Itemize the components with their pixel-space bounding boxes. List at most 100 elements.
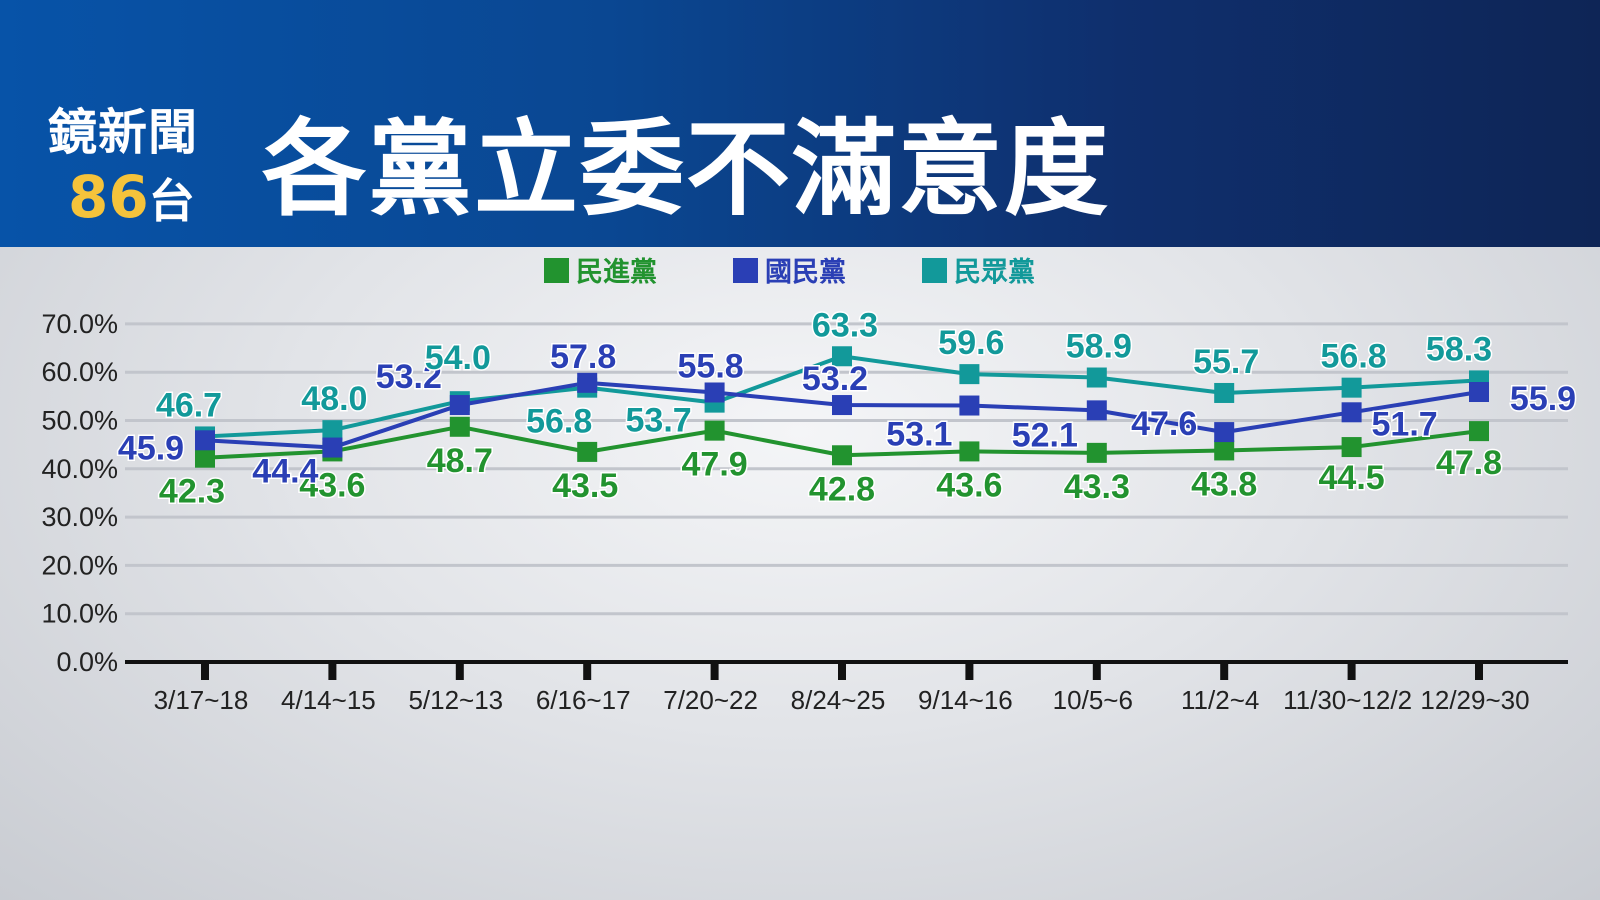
data-point-marker — [832, 395, 852, 416]
y-tick-label: 40.0% — [41, 454, 118, 484]
y-tick-label: 70.0% — [41, 309, 118, 339]
x-tick — [1092, 662, 1101, 680]
channel-logo-number: 86台 — [68, 168, 195, 226]
x-tick-label: 5/12~13 — [408, 685, 503, 715]
legend-swatch — [733, 258, 758, 283]
data-label: 43.8 — [1191, 465, 1257, 503]
series-markers — [195, 346, 1489, 468]
data-point-marker — [1341, 437, 1362, 458]
x-tick — [583, 662, 592, 680]
data-label: 44.4 — [252, 453, 318, 491]
data-point-marker — [1086, 442, 1107, 463]
data-point-marker — [195, 447, 215, 468]
y-tick-label: 20.0% — [41, 550, 118, 580]
data-point-marker — [1086, 367, 1107, 388]
data-label: 57.8 — [550, 338, 616, 376]
data-point-marker — [195, 430, 215, 451]
data-label: 51.7 — [1372, 405, 1438, 443]
data-point-marker — [577, 372, 598, 393]
data-label: 42.8 — [809, 470, 875, 508]
data-point-marker — [832, 346, 852, 367]
channel-suffix: 台 — [148, 174, 195, 228]
x-tick-label: 9/14~16 — [918, 685, 1013, 715]
x-tick — [710, 662, 719, 680]
data-label: 56.8 — [1321, 338, 1387, 376]
x-tick — [201, 662, 209, 680]
x-tick-label: 4/14~15 — [281, 685, 376, 715]
data-label: 43.6 — [936, 466, 1002, 504]
data-label: 63.3 — [812, 306, 878, 344]
data-point-marker — [704, 382, 725, 403]
channel-number: 86 — [68, 163, 149, 231]
header-banner: 鏡新聞 86台 各黨立委不滿意度 — [0, 0, 1600, 247]
data-label: 58.3 — [1426, 330, 1492, 368]
legend-label: 民眾黨 — [954, 257, 1035, 288]
data-point-marker — [449, 395, 470, 416]
data-point-marker — [959, 364, 980, 385]
data-label: 47.6 — [1131, 405, 1197, 443]
data-label: 55.7 — [1193, 343, 1259, 381]
channel-logo-name: 鏡新聞 — [48, 104, 199, 161]
legend-label: 國民黨 — [765, 257, 846, 288]
data-point-marker — [959, 441, 980, 462]
grid-lines — [125, 322, 1568, 616]
data-label: 53.2 — [802, 360, 868, 398]
data-point-marker — [959, 395, 980, 416]
x-tick-label: 7/20~22 — [663, 685, 758, 715]
data-label: 59.6 — [938, 324, 1004, 362]
x-tick-label: 8/24~25 — [791, 685, 886, 715]
data-label: 43.3 — [1064, 468, 1130, 506]
data-labels: 42.3 43.6 48.7 43.5 47.9 42.8 43.6 43.3 43.8 44.5… — [116, 305, 1577, 512]
data-label: 46.7 — [156, 386, 222, 424]
x-tick — [1347, 662, 1356, 680]
data-point-marker — [322, 437, 343, 458]
data-point-marker — [1214, 422, 1235, 443]
x-tick-label: 11/30~12/2 — [1283, 685, 1412, 715]
data-label: 53.1 — [886, 416, 952, 454]
axes: 70.0% 60.0% 50.0% 40.0% 30.0% 20.0% 10.0% 0.0% 3… — [41, 309, 1568, 715]
x-tick-label: 11/2~4 — [1181, 685, 1259, 715]
data-point-marker — [449, 416, 470, 437]
data-label: 45.9 — [118, 429, 184, 467]
data-label: 42.3 — [159, 473, 225, 511]
y-tick-label: 30.0% — [41, 502, 118, 532]
data-label: 54.0 — [425, 339, 491, 377]
data-label: 44.5 — [1319, 459, 1385, 497]
x-tick — [328, 662, 337, 680]
data-point-marker — [1086, 400, 1107, 421]
data-point-marker — [577, 441, 598, 462]
data-label: 58.9 — [1066, 328, 1132, 366]
data-label: 53.7 — [626, 402, 692, 440]
data-label: 43.6 — [299, 466, 365, 504]
data-point-marker — [1469, 382, 1489, 403]
page-title: 各黨立委不滿意度 — [262, 107, 1111, 230]
data-label: 55.9 — [1510, 380, 1576, 418]
data-point-marker — [832, 445, 852, 466]
x-tick — [1475, 662, 1483, 680]
data-point-marker — [322, 420, 343, 441]
x-tick-label: 10/5~6 — [1053, 685, 1133, 715]
data-label: 48.7 — [427, 442, 493, 480]
x-tick-label: 12/29~30 — [1420, 685, 1529, 715]
x-tick — [1220, 662, 1229, 680]
legend-swatch — [544, 258, 569, 283]
x-tick-label: 3/17~18 — [154, 685, 249, 715]
y-tick-label: 0.0% — [56, 647, 118, 677]
data-label: 47.9 — [682, 446, 748, 484]
data-point-marker — [1214, 382, 1235, 403]
data-label: 47.8 — [1436, 444, 1502, 482]
data-label: 55.8 — [678, 347, 744, 385]
data-point-marker — [704, 420, 725, 441]
x-tick — [965, 662, 974, 680]
x-tick-label: 6/16~17 — [536, 685, 631, 715]
y-tick-label: 60.0% — [41, 357, 118, 387]
data-point-marker — [1469, 421, 1489, 442]
y-tick-label: 50.0% — [41, 406, 118, 436]
data-label: 56.8 — [526, 403, 592, 441]
data-point-marker — [1341, 377, 1362, 398]
y-tick-label: 10.0% — [41, 599, 118, 629]
data-label: 43.5 — [552, 467, 618, 505]
data-point-marker — [1214, 440, 1235, 461]
data-label: 48.0 — [301, 380, 367, 418]
